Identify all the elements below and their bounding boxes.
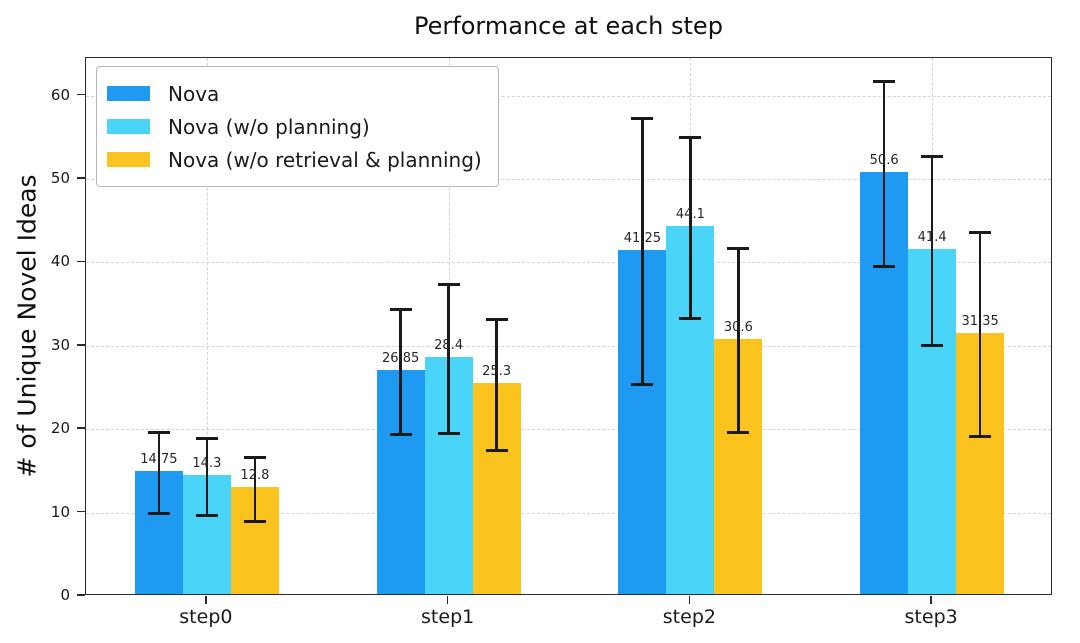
- y-tick-label: 30: [50, 335, 70, 354]
- error-bar-line: [689, 137, 692, 320]
- y-tick-label: 40: [50, 252, 70, 271]
- legend-swatch-icon: [107, 119, 150, 134]
- bar-value-label: 12.8: [240, 468, 270, 484]
- bar-value-label: 28.4: [434, 338, 464, 354]
- bar-value-label: 41.4: [917, 229, 947, 245]
- y-tick-label: 10: [50, 502, 70, 521]
- error-bar-cap-top: [243, 455, 266, 459]
- x-tick-mark: [688, 596, 691, 604]
- y-tick-mark: [77, 343, 85, 346]
- error-bar-cap-bottom: [243, 519, 266, 523]
- gridline-horizontal: [86, 95, 1051, 97]
- x-tick-mark: [930, 596, 932, 604]
- error-bar-line: [399, 309, 402, 435]
- error-bar-cap-bottom: [147, 511, 170, 515]
- y-tick-mark: [77, 510, 85, 513]
- error-bar-cap-bottom: [727, 431, 750, 435]
- gridline-horizontal: [86, 512, 1051, 514]
- error-bar-cap-bottom: [679, 317, 702, 321]
- y-tick-mark: [77, 177, 85, 179]
- error-bar-cap-bottom: [873, 264, 896, 268]
- bar-value-label: 44.1: [675, 207, 705, 223]
- y-axis: 0 10 20 30 40 50 60: [0, 57, 85, 604]
- error-bar-cap-top: [389, 308, 412, 312]
- bar-value-label: 14.75: [140, 451, 178, 467]
- error-bar-cap-bottom: [969, 435, 992, 439]
- y-tick-mark: [77, 427, 85, 429]
- y-tick-label: 50: [50, 168, 70, 187]
- x-axis: step0 step1 step2 step3: [85, 595, 1052, 643]
- x-tick-label: step1: [421, 606, 475, 628]
- error-bar-line: [157, 432, 161, 514]
- x-tick-mark: [446, 596, 449, 604]
- chart-title: Performance at each step: [414, 12, 723, 40]
- y-tick-label: 0: [60, 586, 70, 604]
- error-bar-cap-top: [679, 136, 702, 140]
- error-bar-line: [205, 437, 209, 516]
- error-bar-line: [882, 81, 886, 267]
- error-bar-line: [641, 118, 644, 386]
- error-bar-cap-top: [437, 283, 460, 287]
- bar-value-label: 41.25: [623, 230, 661, 246]
- error-bar-cap-bottom: [485, 448, 508, 452]
- y-tick-label: 20: [50, 419, 70, 438]
- legend-label: Nova (w/o planning): [168, 114, 370, 139]
- gridline-horizontal: [86, 178, 1051, 180]
- error-bar-cap-top: [147, 431, 170, 435]
- y-tick-mark: [77, 93, 85, 96]
- error-bar-cap-top: [921, 154, 944, 158]
- bar-value-label: 25.3: [482, 363, 512, 379]
- legend-item-2: Nova (w/o retrieval & planning): [107, 143, 482, 176]
- error-bar-line: [930, 155, 934, 346]
- x-tick-label: step3: [904, 606, 958, 628]
- bar-value-label: 31.35: [961, 313, 999, 329]
- x-tick-label: step2: [662, 606, 716, 628]
- legend-item-1: Nova (w/o planning): [107, 110, 482, 143]
- error-bar-cap-top: [727, 247, 750, 251]
- y-tick-mark: [77, 594, 85, 596]
- error-bar-cap-top: [873, 80, 896, 84]
- legend: Nova Nova (w/o planning) Nova (w/o retriev…: [96, 66, 499, 187]
- bar-value-label: 30.6: [723, 319, 753, 335]
- x-tick-label: step0: [179, 606, 233, 628]
- gridline-vertical: [206, 58, 208, 594]
- error-bar-cap-bottom: [195, 513, 218, 517]
- error-bar-line: [447, 284, 450, 435]
- x-tick-mark: [205, 596, 207, 604]
- bar-value-label: 14.3: [192, 455, 222, 471]
- legend-swatch-icon: [107, 152, 150, 167]
- gridline-horizontal: [86, 345, 1051, 347]
- error-bar-cap-bottom: [389, 432, 412, 436]
- error-bar-cap-bottom: [921, 343, 944, 347]
- gridline-horizontal: [86, 429, 1051, 431]
- plot-area: Nova Nova (w/o planning) Nova (w/o retriev…: [85, 57, 1052, 595]
- error-bar-cap-bottom: [631, 383, 654, 387]
- error-bar-line: [253, 456, 257, 522]
- error-bar-cap-top: [485, 318, 508, 322]
- bar-value-label: 26.85: [382, 351, 420, 367]
- error-bar-line: [978, 231, 982, 438]
- error-bar-line: [495, 319, 498, 451]
- y-tick-label: 60: [50, 85, 70, 104]
- legend-item-0: Nova: [107, 77, 482, 110]
- error-bar-cap-top: [195, 436, 218, 440]
- legend-label: Nova (w/o retrieval & planning): [168, 147, 482, 172]
- error-bar-cap-bottom: [437, 432, 460, 436]
- bar-value-label: 50.6: [869, 152, 899, 168]
- gridline-horizontal: [86, 262, 1051, 264]
- error-bar-line: [737, 248, 740, 434]
- error-bar-cap-top: [631, 117, 654, 121]
- legend-swatch-icon: [107, 86, 150, 101]
- error-bar-cap-top: [969, 230, 992, 234]
- legend-label: Nova: [168, 81, 220, 106]
- y-tick-mark: [77, 260, 85, 263]
